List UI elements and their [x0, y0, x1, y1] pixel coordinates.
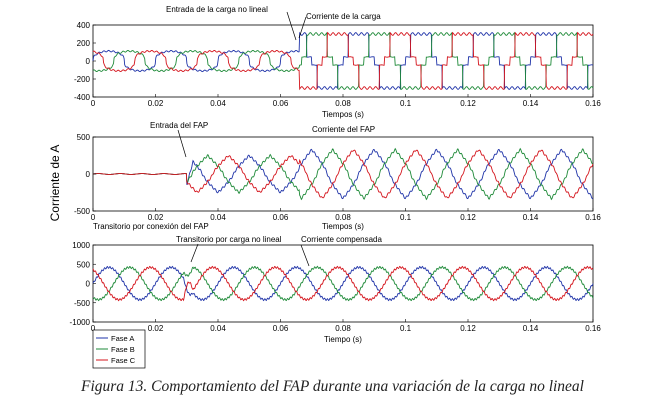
- x-tick-label: 0: [91, 213, 96, 222]
- x-tick-label: 0.02: [148, 213, 164, 222]
- y-tick-label: 0: [86, 280, 91, 289]
- x-tick-label: 0.06: [273, 99, 289, 108]
- series-line-fase-a: [92, 31, 594, 90]
- y-tick-label: 0: [86, 170, 91, 179]
- y-ticks-3: 1000 500 0 -500 -1000: [70, 241, 96, 327]
- x-tick-label: 0: [91, 99, 96, 108]
- x-tick-label: 0.04: [210, 99, 226, 108]
- x-ticks-3: 0 0.02 0.04 0.06 0.08 0.1 0.12 0.14 0.16: [91, 319, 601, 333]
- annotation-corriente-fap: Corriente del FAP: [312, 125, 375, 134]
- x-tick-label: 0.04: [210, 213, 226, 222]
- series-line-fase-b: [92, 265, 594, 302]
- x-tick-label: 0.12: [460, 99, 476, 108]
- y-tick-label: -500: [74, 299, 91, 308]
- x-tick-label: 0.06: [273, 213, 289, 222]
- series-group-1: [92, 31, 594, 91]
- y-tick-label: 500: [77, 133, 91, 142]
- y-tick-label: 500: [77, 260, 91, 269]
- annotation-corriente-compensada: Corriente compensada: [301, 235, 382, 244]
- legend: Fase A Fase B Fase C: [92, 329, 146, 369]
- annotation-arrow-corriente-compensada: [300, 244, 310, 267]
- panel-load-current: 0 0.02 0.04 0.06 0.08 0.1 0.12 0.14 0.16 400 200 0…: [74, 5, 601, 119]
- x-ticks-1: 0 0.02 0.04 0.06 0.08 0.1 0.12 0.14 0.16: [91, 94, 601, 108]
- x-tick-label: 0: [91, 324, 96, 333]
- y-ticks-2: 500 0 -500: [74, 133, 96, 216]
- y-tick-label: 400: [77, 21, 91, 30]
- annotation-transitorio-fap: Transitorio por conexión del FAP: [93, 222, 209, 231]
- annotation-arrow-transitorio-carga: [190, 243, 199, 263]
- x-axis-label-3: Tiempo (s): [324, 335, 362, 344]
- x-tick-label: 0.1: [400, 99, 412, 108]
- y-tick-label: -500: [74, 207, 91, 216]
- x-tick-label: 0.14: [523, 213, 539, 222]
- y-tick-label: -400: [74, 93, 91, 102]
- x-tick-label: 0.02: [148, 99, 164, 108]
- annotation-corriente-carga: Corriente de la carga: [306, 12, 381, 21]
- y-ticks-1: 400 200 0 -200 -400: [74, 21, 96, 102]
- x-ticks-2: 0 0.02 0.04 0.06 0.08 0.1 0.12 0.14 0.16: [91, 208, 601, 222]
- annotation-entrada-fap: Entrada del FAP: [150, 121, 208, 130]
- series-line-fase-b: [92, 31, 594, 90]
- x-axis-label-1: Tiempos (s): [322, 110, 364, 119]
- legend-label-b: Fase B: [111, 345, 135, 354]
- legend-label-c: Fase C: [111, 356, 136, 365]
- figure-caption: Figura 13. Comportamiento del FAP durant…: [81, 378, 584, 395]
- annotation-arrow-corriente-carga: [298, 16, 307, 39]
- annotation-arrow-entrada-carga: [286, 11, 297, 41]
- y-tick-label: 1000: [72, 241, 90, 250]
- x-tick-label: 0.08: [335, 324, 351, 333]
- y-tick-label: -200: [74, 75, 91, 84]
- y-tick-label: 0: [86, 57, 91, 66]
- annotation-entrada-carga: Entrada de la carga no lineal: [166, 5, 268, 14]
- annotation-arrow-entrada-fap: [177, 129, 187, 158]
- x-tick-label: 0.16: [585, 213, 601, 222]
- x-tick-label: 0.12: [460, 324, 476, 333]
- x-tick-label: 0.12: [460, 213, 476, 222]
- series-line-fase-c: [92, 149, 594, 199]
- legend-label-a: Fase A: [111, 334, 134, 343]
- x-tick-label: 0.14: [523, 324, 539, 333]
- x-tick-label: 0.16: [585, 99, 601, 108]
- x-tick-label: 0.16: [585, 324, 601, 333]
- x-tick-label: 0.1: [400, 213, 412, 222]
- x-tick-label: 0.08: [335, 213, 351, 222]
- series-line-fase-c: [92, 265, 594, 302]
- y-axis-label: Corriente de A: [48, 145, 62, 222]
- x-tick-label: 0.14: [523, 99, 539, 108]
- series-line-fase-c: [92, 31, 594, 91]
- x-tick-label: 0.04: [210, 324, 226, 333]
- x-tick-label: 0.02: [148, 324, 164, 333]
- series-line-fase-a: [92, 265, 594, 302]
- y-tick-label: 200: [77, 39, 91, 48]
- annotation-transitorio-carga: Transitorio por carga no lineal: [176, 235, 282, 244]
- y-tick-label: -1000: [70, 318, 91, 327]
- x-axis-label-2: Tiempos (s): [322, 222, 364, 231]
- x-tick-label: 0.1: [400, 324, 412, 333]
- x-tick-label: 0.06: [273, 324, 289, 333]
- series-group-3: [92, 265, 594, 302]
- series-group-2: [92, 147, 594, 201]
- panel-filter-current: 0 0.02 0.04 0.06 0.08 0.1 0.12 0.14 0.16 5000-50…: [48, 121, 601, 231]
- x-tick-label: 0.08: [335, 99, 351, 108]
- panel-compensated-current: 0 0.02 0.04 0.06 0.08 0.1 0.12 0.14 0.16 1000 500…: [70, 235, 601, 369]
